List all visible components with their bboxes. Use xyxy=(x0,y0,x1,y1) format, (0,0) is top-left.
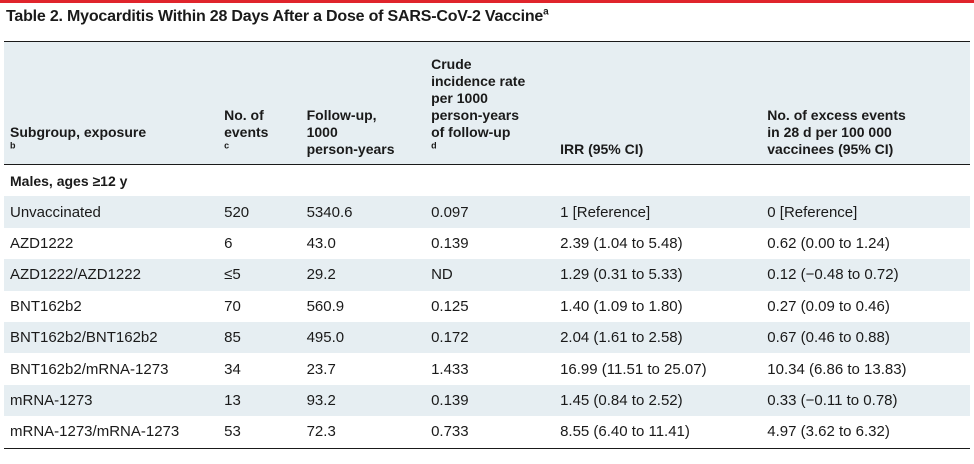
cell-follow-up: 560.9 xyxy=(306,297,345,315)
cell-exposure: BNT162b2/mRNA-1273 xyxy=(10,360,169,378)
cell-excess: 4.97 (3.62 to 6.32) xyxy=(767,423,890,441)
header-follow-up: Follow-up, 1000 person-years xyxy=(306,107,395,157)
cell-excess: 0.33 (−0.11 to 0.78) xyxy=(767,391,898,409)
table-row: mRNA-1273 13 93.2 0.139 1.45 (0.84 to 2.… xyxy=(4,384,970,417)
cell-incidence: 0.733 xyxy=(431,423,469,441)
cell-exposure: AZD1222 xyxy=(10,234,74,252)
header-events: No. of events c xyxy=(224,107,269,151)
cell-exposure: BNT162b2/BNT162b2 xyxy=(10,329,158,347)
cell-events: 53 xyxy=(224,423,241,441)
cell-irr: 1.29 (0.31 to 5.33) xyxy=(560,266,683,284)
table-row: AZD1222 6 43.0 0.139 2.39 (1.04 to 5.48)… xyxy=(4,228,970,259)
table-row: BNT162b2/mRNA-1273 34 23.7 1.433 16.99 (… xyxy=(4,353,970,384)
cell-excess: 0.67 (0.46 to 0.88) xyxy=(767,329,890,347)
cell-incidence: 0.139 xyxy=(431,234,469,252)
table-row: mRNA-1273/mRNA-1273 53 72.3 0.733 8.55 (… xyxy=(4,416,970,449)
cell-excess: 0.27 (0.09 to 0.46) xyxy=(767,297,890,315)
cell-events: 13 xyxy=(224,391,241,409)
cell-irr: 8.55 (6.40 to 11.41) xyxy=(560,423,690,441)
header-incidence-rate: Crude incidence rate per 1000 person-yea… xyxy=(431,56,526,151)
table-header-row: Subgroup, exposure b No. of events c Follo… xyxy=(4,41,970,165)
cell-exposure: mRNA-1273/mRNA-1273 xyxy=(10,423,180,441)
cell-follow-up: 43.0 xyxy=(306,234,336,252)
cell-incidence: ND xyxy=(431,266,453,284)
cell-excess: 10.34 (6.86 to 13.83) xyxy=(767,360,907,378)
cell-events: 70 xyxy=(224,297,241,315)
cell-events: ≤5 xyxy=(224,266,241,284)
subgroup-row: Males, ages ≥12 y xyxy=(4,165,970,197)
cell-incidence: 0.097 xyxy=(431,203,469,221)
cell-events: 520 xyxy=(224,203,250,221)
subgroup-label: Males, ages ≥12 y xyxy=(10,172,128,189)
cell-events: 34 xyxy=(224,360,241,378)
table-row: AZD1222/AZD1222 ≤5 29.2 ND 1.29 (0.31 to… xyxy=(4,259,970,291)
header-irr: IRR (95% CI) xyxy=(560,141,644,157)
cell-excess: 0.12 (−0.48 to 0.72) xyxy=(767,266,899,284)
header-subgroup: Subgroup, exposure b xyxy=(10,124,147,151)
cell-irr: 1.45 (0.84 to 2.52) xyxy=(560,391,683,409)
table-row: Unvaccinated 520 5340.6 0.097 1 [Referen… xyxy=(4,196,970,228)
header-excess-events: No. of excess events in 28 d per 100 000… xyxy=(767,107,906,157)
cell-follow-up: 495.0 xyxy=(306,329,345,347)
cell-events: 6 xyxy=(224,234,233,252)
myocarditis-table: Subgroup, exposure b No. of events c Follo… xyxy=(4,41,970,449)
cell-exposure: Unvaccinated xyxy=(10,203,101,221)
cell-incidence: 0.125 xyxy=(431,297,469,315)
cell-exposure: AZD1222/AZD1222 xyxy=(10,266,141,284)
cell-follow-up: 23.7 xyxy=(306,360,336,378)
cell-irr: 2.39 (1.04 to 5.48) xyxy=(560,234,683,252)
cell-events: 85 xyxy=(224,329,241,347)
cell-incidence: 1.433 xyxy=(431,360,469,378)
cell-follow-up: 93.2 xyxy=(306,391,336,409)
cell-excess: 0 [Reference] xyxy=(767,203,858,221)
cell-incidence: 0.172 xyxy=(431,329,469,347)
cell-follow-up: 5340.6 xyxy=(306,203,353,221)
cell-exposure: mRNA-1273 xyxy=(10,391,93,409)
cell-excess: 0.62 (0.00 to 1.24) xyxy=(767,234,890,252)
top-accent-bar xyxy=(0,0,974,3)
table-row: BNT162b2 70 560.9 0.125 1.40 (1.09 to 1.… xyxy=(4,291,970,322)
cell-irr: 2.04 (1.61 to 2.58) xyxy=(560,329,683,347)
cell-irr: 1 [Reference] xyxy=(560,203,651,221)
table-title: Table 2. Myocarditis Within 28 Days Afte… xyxy=(6,6,549,25)
table-row: BNT162b2/BNT162b2 85 495.0 0.172 2.04 (1… xyxy=(4,321,970,354)
cell-incidence: 0.139 xyxy=(431,391,469,409)
cell-exposure: BNT162b2 xyxy=(10,297,82,315)
cell-irr: 1.40 (1.09 to 1.80) xyxy=(560,297,683,315)
cell-irr: 16.99 (11.51 to 25.07) xyxy=(560,360,707,378)
cell-follow-up: 29.2 xyxy=(306,266,336,284)
cell-follow-up: 72.3 xyxy=(306,423,336,441)
